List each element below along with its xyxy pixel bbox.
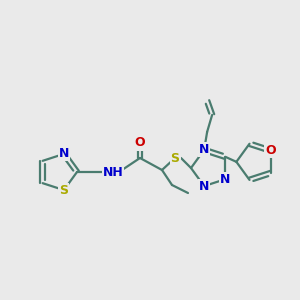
Text: O: O <box>135 136 145 149</box>
Text: N: N <box>199 143 209 156</box>
Text: N: N <box>199 180 209 193</box>
Text: S: S <box>170 152 179 164</box>
Text: N: N <box>59 147 69 161</box>
Text: NH: NH <box>103 166 123 178</box>
Text: O: O <box>266 144 276 157</box>
Text: S: S <box>59 184 68 196</box>
Text: N: N <box>220 173 231 186</box>
